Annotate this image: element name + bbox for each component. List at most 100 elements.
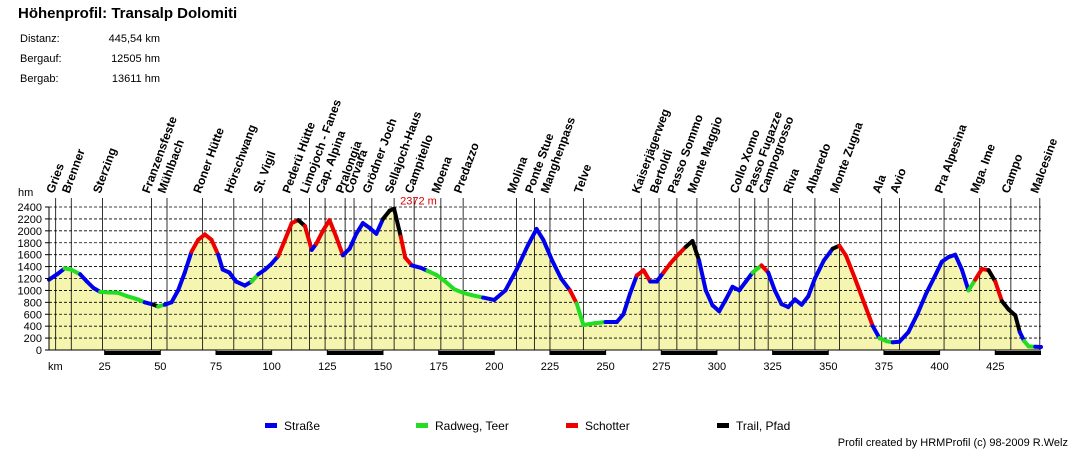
xtick-label: 275	[652, 361, 670, 373]
profile-segment	[283, 221, 294, 242]
x-band	[549, 351, 606, 355]
profile-segment	[534, 227, 546, 242]
profile-segment	[525, 227, 539, 248]
profile-segment	[674, 244, 688, 258]
profile-segment	[398, 234, 408, 260]
legend-label-strasse: Straße	[284, 419, 320, 433]
waypoint-label: Roner Hütte	[190, 125, 227, 195]
waypoint-label: Predazzo	[451, 141, 482, 195]
xtick-label: 325	[763, 361, 781, 373]
page-title: Höhenprofil: Transalp Dolomiti	[18, 5, 237, 22]
profile-segment	[327, 218, 339, 239]
xtick-label: 350	[819, 361, 837, 373]
x-band	[494, 351, 550, 355]
profile-segment	[303, 224, 314, 252]
waypoint-label: Sterzing	[90, 146, 119, 195]
profile-segment	[915, 291, 929, 317]
profile-segment	[690, 239, 702, 263]
stat-ascent-value: 12505 hm	[111, 53, 160, 65]
ytick-label: 2400	[18, 202, 42, 214]
ytick-label: 200	[24, 333, 42, 345]
profile-segment	[209, 237, 221, 257]
profile-segment	[354, 221, 365, 236]
stat-ascent-label: Bergauf:	[20, 53, 62, 65]
x-band	[939, 351, 996, 355]
profile-segment	[772, 288, 784, 307]
profile-segment	[953, 252, 964, 272]
x-band	[828, 351, 884, 355]
ytick-label: 400	[24, 321, 42, 333]
waypoint-label: Riva	[780, 166, 802, 195]
profile-segment	[821, 246, 835, 263]
profile-segment	[812, 258, 826, 281]
credit-text: Profil created by HRMProfil (c) 98-2009 …	[838, 437, 1068, 449]
profile-segment	[973, 267, 984, 282]
profile-segment	[924, 273, 938, 296]
profile-fill	[49, 208, 1041, 350]
ytick-label: 1200	[18, 274, 42, 286]
xtick-label: 400	[930, 361, 948, 373]
profile-segment	[628, 273, 639, 296]
profile-segment	[853, 276, 866, 305]
waypoint-label: Telve	[571, 162, 594, 195]
profile-segment	[697, 258, 708, 293]
profile-line	[47, 206, 1043, 349]
profile-segment	[182, 249, 194, 275]
ytick-label: 1600	[18, 250, 42, 262]
x-band	[160, 351, 216, 355]
xtick-label: 225	[541, 361, 559, 373]
ytick-label: 600	[24, 309, 42, 321]
profile-segment	[717, 297, 728, 314]
x-band	[716, 351, 773, 355]
profile-segment	[503, 267, 519, 293]
stat-distance-label: Distanz:	[20, 33, 60, 45]
legend-label-radweg: Radweg, Teer	[435, 419, 509, 433]
stat-distance-value: 445,54 km	[109, 33, 160, 45]
profile-segment	[189, 237, 201, 254]
profile-segment	[844, 253, 857, 281]
x-band	[271, 351, 328, 355]
peak-annotation: 2372 m	[400, 196, 437, 208]
x-band	[772, 351, 829, 355]
profile-segment	[568, 288, 579, 306]
x-band	[215, 351, 272, 355]
legend-swatch-radweg	[416, 423, 428, 428]
profile-segment	[766, 270, 777, 293]
profile-segment	[574, 301, 586, 327]
profile-segment	[169, 288, 181, 305]
xtick-label: 425	[986, 361, 1004, 373]
profile-segment	[861, 300, 875, 329]
ytick-label: 2200	[18, 214, 42, 226]
waypoint-label: Mga. Ime	[967, 142, 998, 195]
profile-segment	[870, 324, 882, 341]
legend: Straße Radweg, Teer Schotter Trail, Pfad	[265, 419, 790, 433]
waypoint-label: Monte Zugna	[827, 120, 866, 195]
profile-segment	[541, 237, 555, 263]
ytick-label: 1800	[18, 238, 42, 250]
legend-swatch-schotter	[566, 423, 578, 428]
legend-swatch-trail	[717, 423, 729, 428]
profile-segment	[392, 206, 403, 239]
profile-segment	[550, 258, 564, 281]
profile-area	[49, 208, 1041, 350]
waypoint-label: Pra Alpesina	[932, 122, 970, 195]
profile-segment	[621, 291, 633, 317]
profile-segment	[703, 288, 715, 308]
xtick-label: 200	[485, 361, 503, 373]
xtick-label: 150	[374, 361, 392, 373]
waypoint-label: Campo	[999, 152, 1026, 195]
ytick-label: 0	[36, 345, 42, 357]
profile-segment	[334, 234, 345, 258]
profile-segment	[966, 277, 978, 293]
profile-segment	[1013, 313, 1022, 335]
x-band	[605, 351, 662, 355]
xtick-label: 125	[318, 361, 336, 373]
x-axis-label: km	[48, 361, 63, 373]
xtick-label: 300	[708, 361, 726, 373]
stat-descent-label: Bergab:	[20, 73, 59, 85]
legend-label-trail: Trail, Pfad	[736, 419, 790, 433]
profile-segment	[514, 243, 530, 272]
profile-segment	[492, 288, 508, 302]
profile-segment	[216, 252, 225, 272]
